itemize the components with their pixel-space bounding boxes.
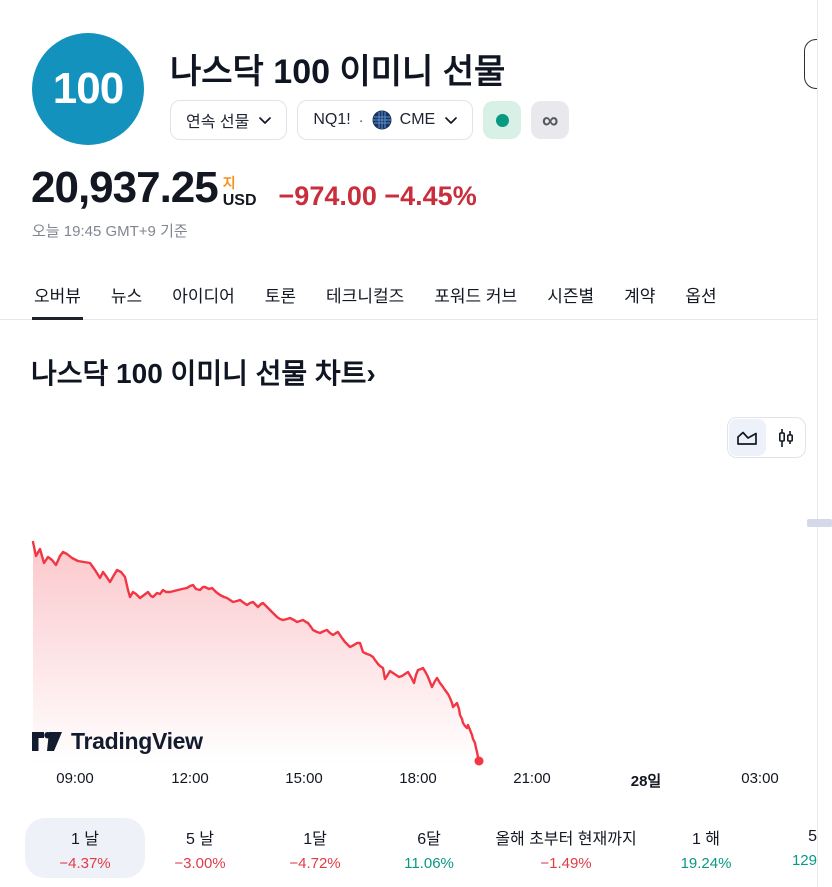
period-1d[interactable]: 1 날 −4.37% [25,818,145,878]
area-chart-toggle[interactable] [729,419,766,456]
chart-type-toggle [727,417,806,458]
period-change: 11.06% [404,854,454,872]
market-open-dot-icon [495,113,509,127]
last-price: 20,937.25 [31,163,219,212]
period-label: 5 날 [185,830,215,848]
exchange-name: CME [399,111,436,128]
period-selector: 1 날 −4.37% 5 날 −3.00% 1달 −4.72% 6달 11.06… [0,818,817,880]
period-label: 6달 [417,830,441,848]
period-label: 1 날 [70,830,100,848]
period-label: 올해 초부터 현재까지 [495,830,637,848]
period-ytd[interactable]: 올해 초부터 현재까지 −1.49% [466,818,666,878]
period-label: 5 [808,827,817,845]
symbol-code: NQ1! [313,111,351,128]
chart-last-price-dot [474,756,484,766]
period-label: 1 해 [691,830,721,848]
tab-technicals[interactable]: 테크니컬즈 [326,287,405,306]
separator-dot: · [358,111,364,129]
x-axis-label: 12:00 [171,770,209,787]
tab-ideas[interactable]: 아이디어 [172,287,235,306]
clipped-corner-button[interactable] [804,39,817,89]
chart-price-line [31,540,481,763]
symbol-exchange-dropdown[interactable]: NQ1! · CME [297,100,474,140]
vertical-scrollbar-track[interactable] [817,0,832,887]
tab-contracts[interactable]: 계약 [624,287,656,306]
period-5d[interactable]: 5 날 −3.00% [150,818,250,878]
period-5y-clipped[interactable]: 5 129 [770,818,817,878]
tab-seasonal[interactable]: 시즌별 [547,287,595,306]
chart-section-link[interactable]: 나스닥 100 이미니 선물 차트› [31,358,376,389]
tab-forward-curve[interactable]: 포워드 커브 [434,287,518,306]
tradingview-watermark-text: TradingView [71,728,203,754]
tradingview-watermark[interactable]: TradingView [32,728,203,755]
price-change: −974.00 −4.45% [278,180,477,211]
candlestick-chart-icon [776,428,796,448]
period-6m[interactable]: 6달 11.06% [379,818,479,878]
area-chart-icon [736,429,758,447]
period-change: 19.24% [680,854,732,872]
market-status-button[interactable] [483,101,522,139]
symbol-logo: 100 [32,33,144,145]
contract-type-dropdown[interactable]: 연속 선물 [170,100,288,140]
chart-area-fill [33,542,479,767]
period-change: 129 [791,851,817,869]
period-change: −4.72% [289,854,341,872]
scrollbar-thumb[interactable] [807,519,832,527]
period-change: −1.49% [540,854,592,872]
contract-type-label: 연속 선물 [186,114,250,131]
page-title: 나스닥 100 이미니 선물 [170,53,506,91]
period-change: −3.00% [174,854,226,872]
continuous-contract-button[interactable]: ∞ [531,101,570,139]
tab-news[interactable]: 뉴스 [110,287,143,306]
candlestick-chart-toggle[interactable] [768,419,805,456]
price-timestamp: 오늘 19:45 GMT+9 기준 [32,223,188,240]
chevron-down-icon [259,111,272,129]
delayed-data-badge: 지 [222,175,236,191]
infinity-icon: ∞ [542,106,559,133]
tab-options[interactable]: 옵션 [685,287,717,306]
symbol-toolbar: 연속 선물 NQ1! · CME [170,100,570,140]
tradingview-logo-icon [32,732,62,751]
price-meta: 지 USD [223,176,257,210]
x-axis-label: 21:00 [513,770,551,787]
tab-discussion[interactable]: 토론 [264,287,297,306]
price-area-chart[interactable] [0,515,817,775]
period-1m[interactable]: 1달 −4.72% [265,818,365,878]
x-axis-label: 09:00 [56,770,94,787]
period-label: 1달 [303,830,327,848]
tab-overview[interactable]: 오버뷰 [32,278,83,320]
x-axis-label: 15:00 [285,770,323,787]
chart-x-axis: 09:00 12:00 15:00 18:00 21:00 28일 03:00 [0,770,817,790]
x-axis-label: 03:00 [741,770,779,787]
currency-label: USD [222,192,257,209]
chevron-down-icon [445,111,458,129]
price-block: 20,937.25 지 USD −974.00 −4.45% [31,163,477,212]
cme-globe-icon [372,110,392,130]
period-change: −4.37% [59,854,111,872]
x-axis-label: 18:00 [399,770,437,787]
x-axis-label: 28일 [630,773,662,790]
period-1y[interactable]: 1 해 19.24% [656,818,756,878]
tab-bar: 오버뷰 뉴스 아이디어 토론 테크니컬즈 포워드 커브 시즌별 계약 옵션 [0,278,817,320]
symbol-logo-text: 100 [52,64,124,113]
